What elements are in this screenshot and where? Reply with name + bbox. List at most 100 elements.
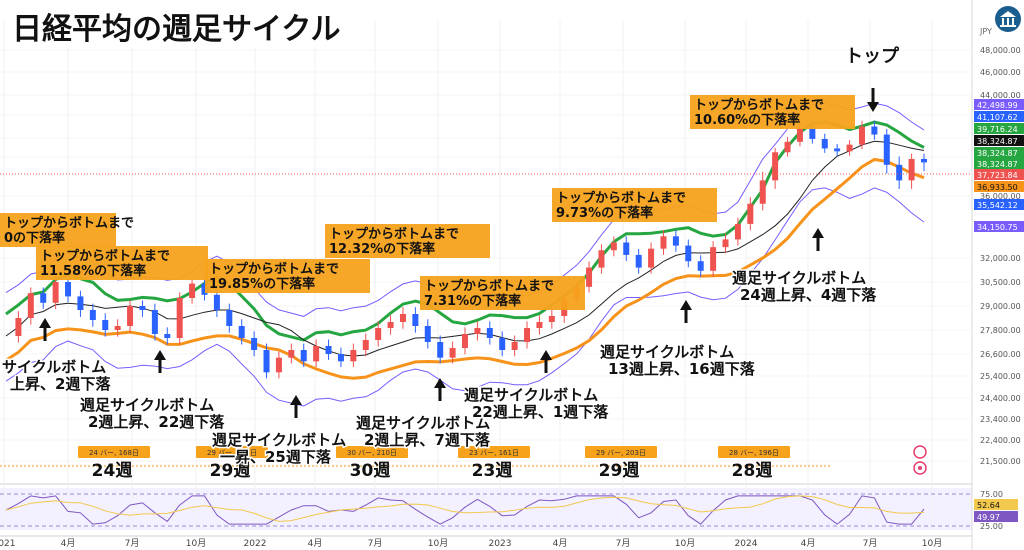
target-icon-dot: [918, 466, 922, 470]
up-arrow-icon: [290, 395, 302, 418]
cycle-label-line2: 2週上昇、7週下落: [364, 431, 491, 449]
price-tick-label: 48,000.00: [980, 46, 1021, 55]
time-tick-label: 2023: [489, 539, 512, 549]
candle-body: [65, 282, 72, 297]
price-tick-label: 22,400.00: [980, 436, 1021, 445]
bar-count-big-label: 23週: [472, 461, 513, 481]
price-tag-label: 37,723.84: [977, 171, 1018, 180]
rsi-tag-label: 52.64: [977, 501, 1000, 510]
candle-body: [238, 326, 245, 338]
candle-body: [462, 334, 468, 348]
rsi-ma-line: [5, 495, 925, 522]
bar-count-measure: 30 バー, 210日 30週: [336, 446, 408, 481]
chart-title: 日経平均の週足サイクル: [8, 4, 345, 48]
candle-body: [251, 338, 258, 350]
cycle-label-line2: 24週上昇、4週下落: [740, 286, 877, 304]
time-tick-label: 7月: [368, 538, 383, 549]
candle-body: [387, 322, 394, 328]
time-tick-label: 4月: [553, 538, 568, 549]
candle-body: [610, 242, 617, 251]
annotation-line1: トップからボトムまで: [40, 248, 170, 264]
rsi-indicator: 75.00 25.00 52.64 49.97: [0, 490, 1018, 531]
up-arrow-icon: [434, 378, 446, 401]
candle-body: [474, 328, 481, 334]
cycle-label-line2: 22週上昇、1週下落: [472, 403, 609, 421]
candle-body: [672, 236, 679, 246]
target-icon[interactable]: [913, 461, 927, 475]
time-tick-label: 2022: [244, 539, 267, 549]
price-tick-label: 25,400.00: [980, 372, 1021, 381]
annotation-line2: 0の下落率: [4, 230, 65, 246]
top-label: トップ: [845, 45, 900, 67]
candle-body: [511, 342, 518, 350]
bar-count-tag: [585, 446, 657, 458]
candle-body: [325, 346, 332, 354]
time-tick-label: 2021: [0, 539, 15, 549]
candle-body: [151, 310, 158, 334]
bar-count-tag: [718, 446, 790, 458]
up-arrow-icon: [680, 300, 692, 323]
candle-body: [499, 338, 506, 350]
bar-count-tag: [196, 446, 268, 458]
candle-body: [536, 322, 543, 328]
candle-body: [809, 128, 816, 139]
price-tick-label: 44,000.00: [980, 91, 1021, 100]
annotation-line1: トップからボトムまで: [694, 97, 824, 113]
candle-body: [313, 346, 320, 362]
time-tick-label: 7月: [125, 538, 140, 549]
candle-body: [685, 245, 692, 262]
time-tick-label: 10月: [922, 538, 942, 549]
price-tag-label: 39,716.24: [977, 125, 1018, 134]
candle-body: [89, 310, 96, 320]
candle-body: [747, 203, 754, 224]
candle-body: [201, 283, 208, 295]
up-arrow-icon: [154, 350, 166, 373]
annotation-line2: 9.73%の下落率: [556, 205, 653, 221]
price-tick-label: 24,400.00: [980, 394, 1021, 403]
bar-count-measure: 28 バー, 196日 28週: [718, 446, 790, 481]
price-tag-label: 38,324.87: [977, 149, 1018, 158]
cycle-label-line1: 週足サイクルボトム: [80, 396, 214, 414]
candle-body: [362, 340, 369, 350]
time-tick-label: 2024: [735, 539, 758, 549]
candle-body: [437, 342, 444, 358]
candle-body: [412, 314, 419, 326]
candle-body: [759, 180, 766, 204]
annotation-line2: 10.60%の下落率: [694, 112, 800, 128]
price-tag: 39,716.24: [974, 123, 1024, 134]
candle-body: [784, 141, 791, 153]
price-tick-label: 30,500.00: [980, 278, 1021, 287]
candle-body: [40, 293, 47, 303]
candle-body: [337, 354, 344, 362]
price-tick-label: 36,000.00: [980, 192, 1021, 201]
cycle-label-line2: 上昇、2週下落: [10, 375, 111, 393]
annotation-line2: 12.32%の下落率: [329, 241, 435, 257]
candle-body: [375, 328, 382, 340]
candle-body: [399, 314, 406, 322]
building-icon: [1000, 11, 1016, 27]
bar-count-measure: 29 バー, 203日 29週: [585, 446, 657, 481]
cycle-label-line2: 一昇、25週下落: [220, 448, 332, 466]
time-tick-label: 4月: [801, 538, 816, 549]
annotation-line1: トップからボトムまで: [424, 278, 554, 294]
price-tick-label: 32,000.00: [980, 254, 1021, 263]
candle-body: [275, 357, 282, 373]
candle-body: [139, 306, 146, 310]
time-tick-label: 4月: [308, 538, 323, 549]
price-tag: 36,933.50: [974, 181, 1024, 192]
rsi-line: [5, 495, 925, 525]
candle-body: [896, 164, 903, 181]
bar-count-tag-label: 28 バー, 196日: [729, 449, 779, 457]
price-tag-label: 35,542.12: [977, 201, 1018, 210]
candle-body: [772, 152, 779, 181]
price-tag-label: 34,150.75: [977, 223, 1018, 232]
price-tick-label: 26,600.00: [980, 350, 1021, 359]
lightning-icon[interactable]: [913, 445, 927, 459]
